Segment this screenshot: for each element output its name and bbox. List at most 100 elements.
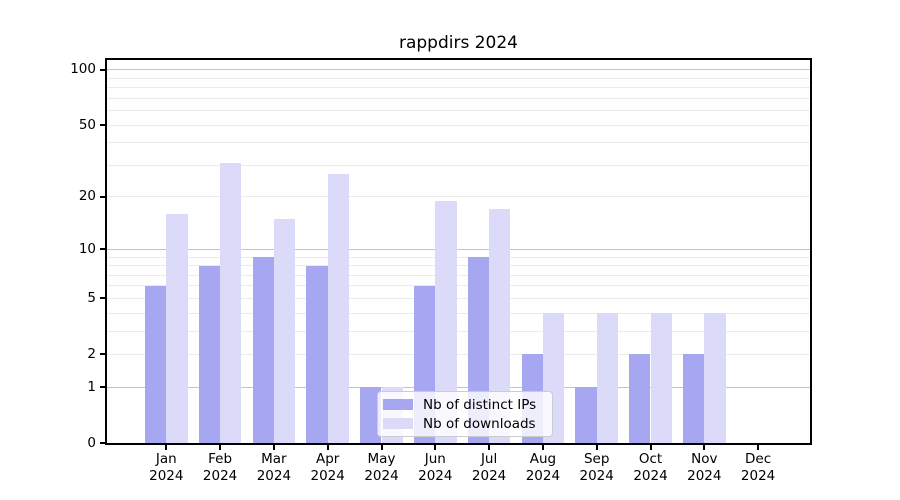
y-tick-label: 20 — [78, 188, 96, 205]
legend-label-downloads: Nb of downloads — [423, 415, 536, 432]
x-tick-mark — [488, 444, 491, 450]
x-tick-year: 2024 — [418, 467, 453, 484]
y-tick-mark — [100, 248, 107, 251]
minor-gridline — [107, 285, 810, 287]
x-tick-month: Mar — [261, 451, 287, 467]
x-tick-year: 2024 — [149, 467, 184, 484]
major-gridline — [107, 69, 810, 71]
minor-gridline — [107, 297, 810, 299]
legend-swatch-downloads — [383, 418, 413, 429]
bar-oct-downloads — [650, 313, 672, 444]
bar-feb-distinct-ips — [198, 265, 221, 444]
x-tick-mark — [757, 444, 760, 450]
bar-sep-distinct-ips — [575, 387, 597, 444]
minor-gridline — [107, 353, 810, 355]
bar-feb-downloads — [220, 162, 242, 444]
x-tick-year: 2024 — [256, 467, 292, 484]
y-tick-mark — [100, 442, 107, 445]
x-tick-month: Dec — [745, 451, 772, 467]
x-tick-mark — [541, 444, 544, 450]
x-tick-month: Feb — [208, 451, 233, 467]
x-tick-year: 2024 — [633, 467, 668, 484]
bar-jun-downloads — [435, 200, 457, 444]
x-tick-year: 2024 — [310, 467, 345, 484]
x-tick-label-jun: Jun 2024 — [405, 451, 465, 484]
minor-gridline — [107, 97, 810, 99]
major-gridline — [107, 386, 810, 388]
minor-gridline — [107, 330, 810, 332]
bar-sep-downloads — [596, 313, 618, 444]
x-tick-mark — [326, 444, 329, 450]
y-tick-mark — [100, 68, 107, 71]
x-tick-mark — [649, 444, 652, 450]
bar-jan-distinct-ips — [145, 285, 167, 444]
x-tick-month: Aug — [529, 451, 557, 467]
y-tick-label: 5 — [87, 289, 96, 306]
x-tick-month: Sep — [583, 451, 610, 467]
x-tick-label-sep: Sep 2024 — [567, 451, 627, 484]
x-tick-year: 2024 — [471, 467, 507, 484]
minor-gridline — [107, 274, 810, 276]
x-tick-label-dec: Dec 2024 — [728, 451, 788, 484]
x-tick-month: Jun — [424, 451, 446, 467]
minor-gridline — [107, 265, 810, 267]
x-tick-month: May — [367, 451, 396, 467]
x-tick-label-jan: Jan 2024 — [136, 451, 196, 484]
x-tick-year: 2024 — [740, 467, 776, 484]
x-tick-year: 2024 — [687, 467, 722, 484]
x-tick-month: Jul — [480, 451, 498, 467]
x-tick-month: Apr — [316, 451, 340, 467]
x-tick-label-may: May 2024 — [352, 451, 412, 484]
bar-mar-distinct-ips — [252, 257, 274, 444]
x-tick-mark — [434, 444, 437, 450]
x-tick-label-jul: Jul 2024 — [459, 451, 519, 484]
legend-label-distinct-ips: Nb of distinct IPs — [423, 396, 537, 413]
x-tick-label-nov: Nov 2024 — [674, 451, 734, 484]
y-tick-mark — [100, 353, 107, 356]
x-tick-mark — [595, 444, 598, 450]
minor-gridline — [107, 142, 810, 144]
bar-jul-downloads — [489, 209, 511, 444]
minor-gridline — [107, 164, 810, 166]
y-tick-label: 2 — [87, 345, 96, 362]
legend-item-distinct-ips: Nb of distinct IPs — [383, 395, 546, 414]
x-tick-year: 2024 — [525, 467, 561, 484]
y-tick-mark — [100, 195, 107, 198]
x-tick-label-feb: Feb 2024 — [190, 451, 250, 484]
y-tick-label: 1 — [87, 378, 96, 395]
x-tick-year: 2024 — [579, 467, 614, 484]
x-tick-mark — [165, 444, 168, 450]
x-tick-label-aug: Aug 2024 — [513, 451, 573, 484]
x-tick-mark — [380, 444, 383, 450]
y-tick-mark — [100, 386, 107, 389]
y-tick-mark — [100, 124, 107, 127]
y-tick-label: 50 — [78, 116, 96, 133]
minor-gridline — [107, 312, 810, 314]
minor-gridline — [107, 196, 810, 198]
y-tick-label: 0 — [87, 434, 96, 451]
chart-title: rappdirs 2024 — [398, 33, 519, 53]
minor-gridline — [107, 110, 810, 112]
x-tick-year: 2024 — [202, 467, 238, 484]
x-tick-label-apr: Apr 2024 — [298, 451, 358, 484]
y-tick-mark — [100, 297, 107, 300]
legend-item-downloads: Nb of downloads — [383, 414, 546, 433]
y-tick-label: 10 — [78, 240, 96, 257]
bar-apr-distinct-ips — [306, 265, 328, 444]
x-tick-mark — [272, 444, 275, 450]
major-gridline — [107, 248, 810, 250]
minor-gridline — [107, 124, 810, 126]
x-tick-year: 2024 — [364, 467, 399, 484]
minor-gridline — [107, 87, 810, 89]
x-tick-mark — [703, 444, 706, 450]
x-tick-month: Nov — [691, 451, 718, 467]
bar-oct-distinct-ips — [629, 354, 651, 444]
bar-apr-downloads — [327, 173, 349, 444]
legend: Nb of distinct IPs Nb of downloads — [377, 391, 553, 437]
legend-swatch-distinct-ips — [383, 399, 413, 410]
minor-gridline — [107, 256, 810, 258]
bar-nov-downloads — [704, 313, 726, 444]
minor-gridline — [107, 77, 810, 79]
x-tick-mark — [219, 444, 222, 450]
